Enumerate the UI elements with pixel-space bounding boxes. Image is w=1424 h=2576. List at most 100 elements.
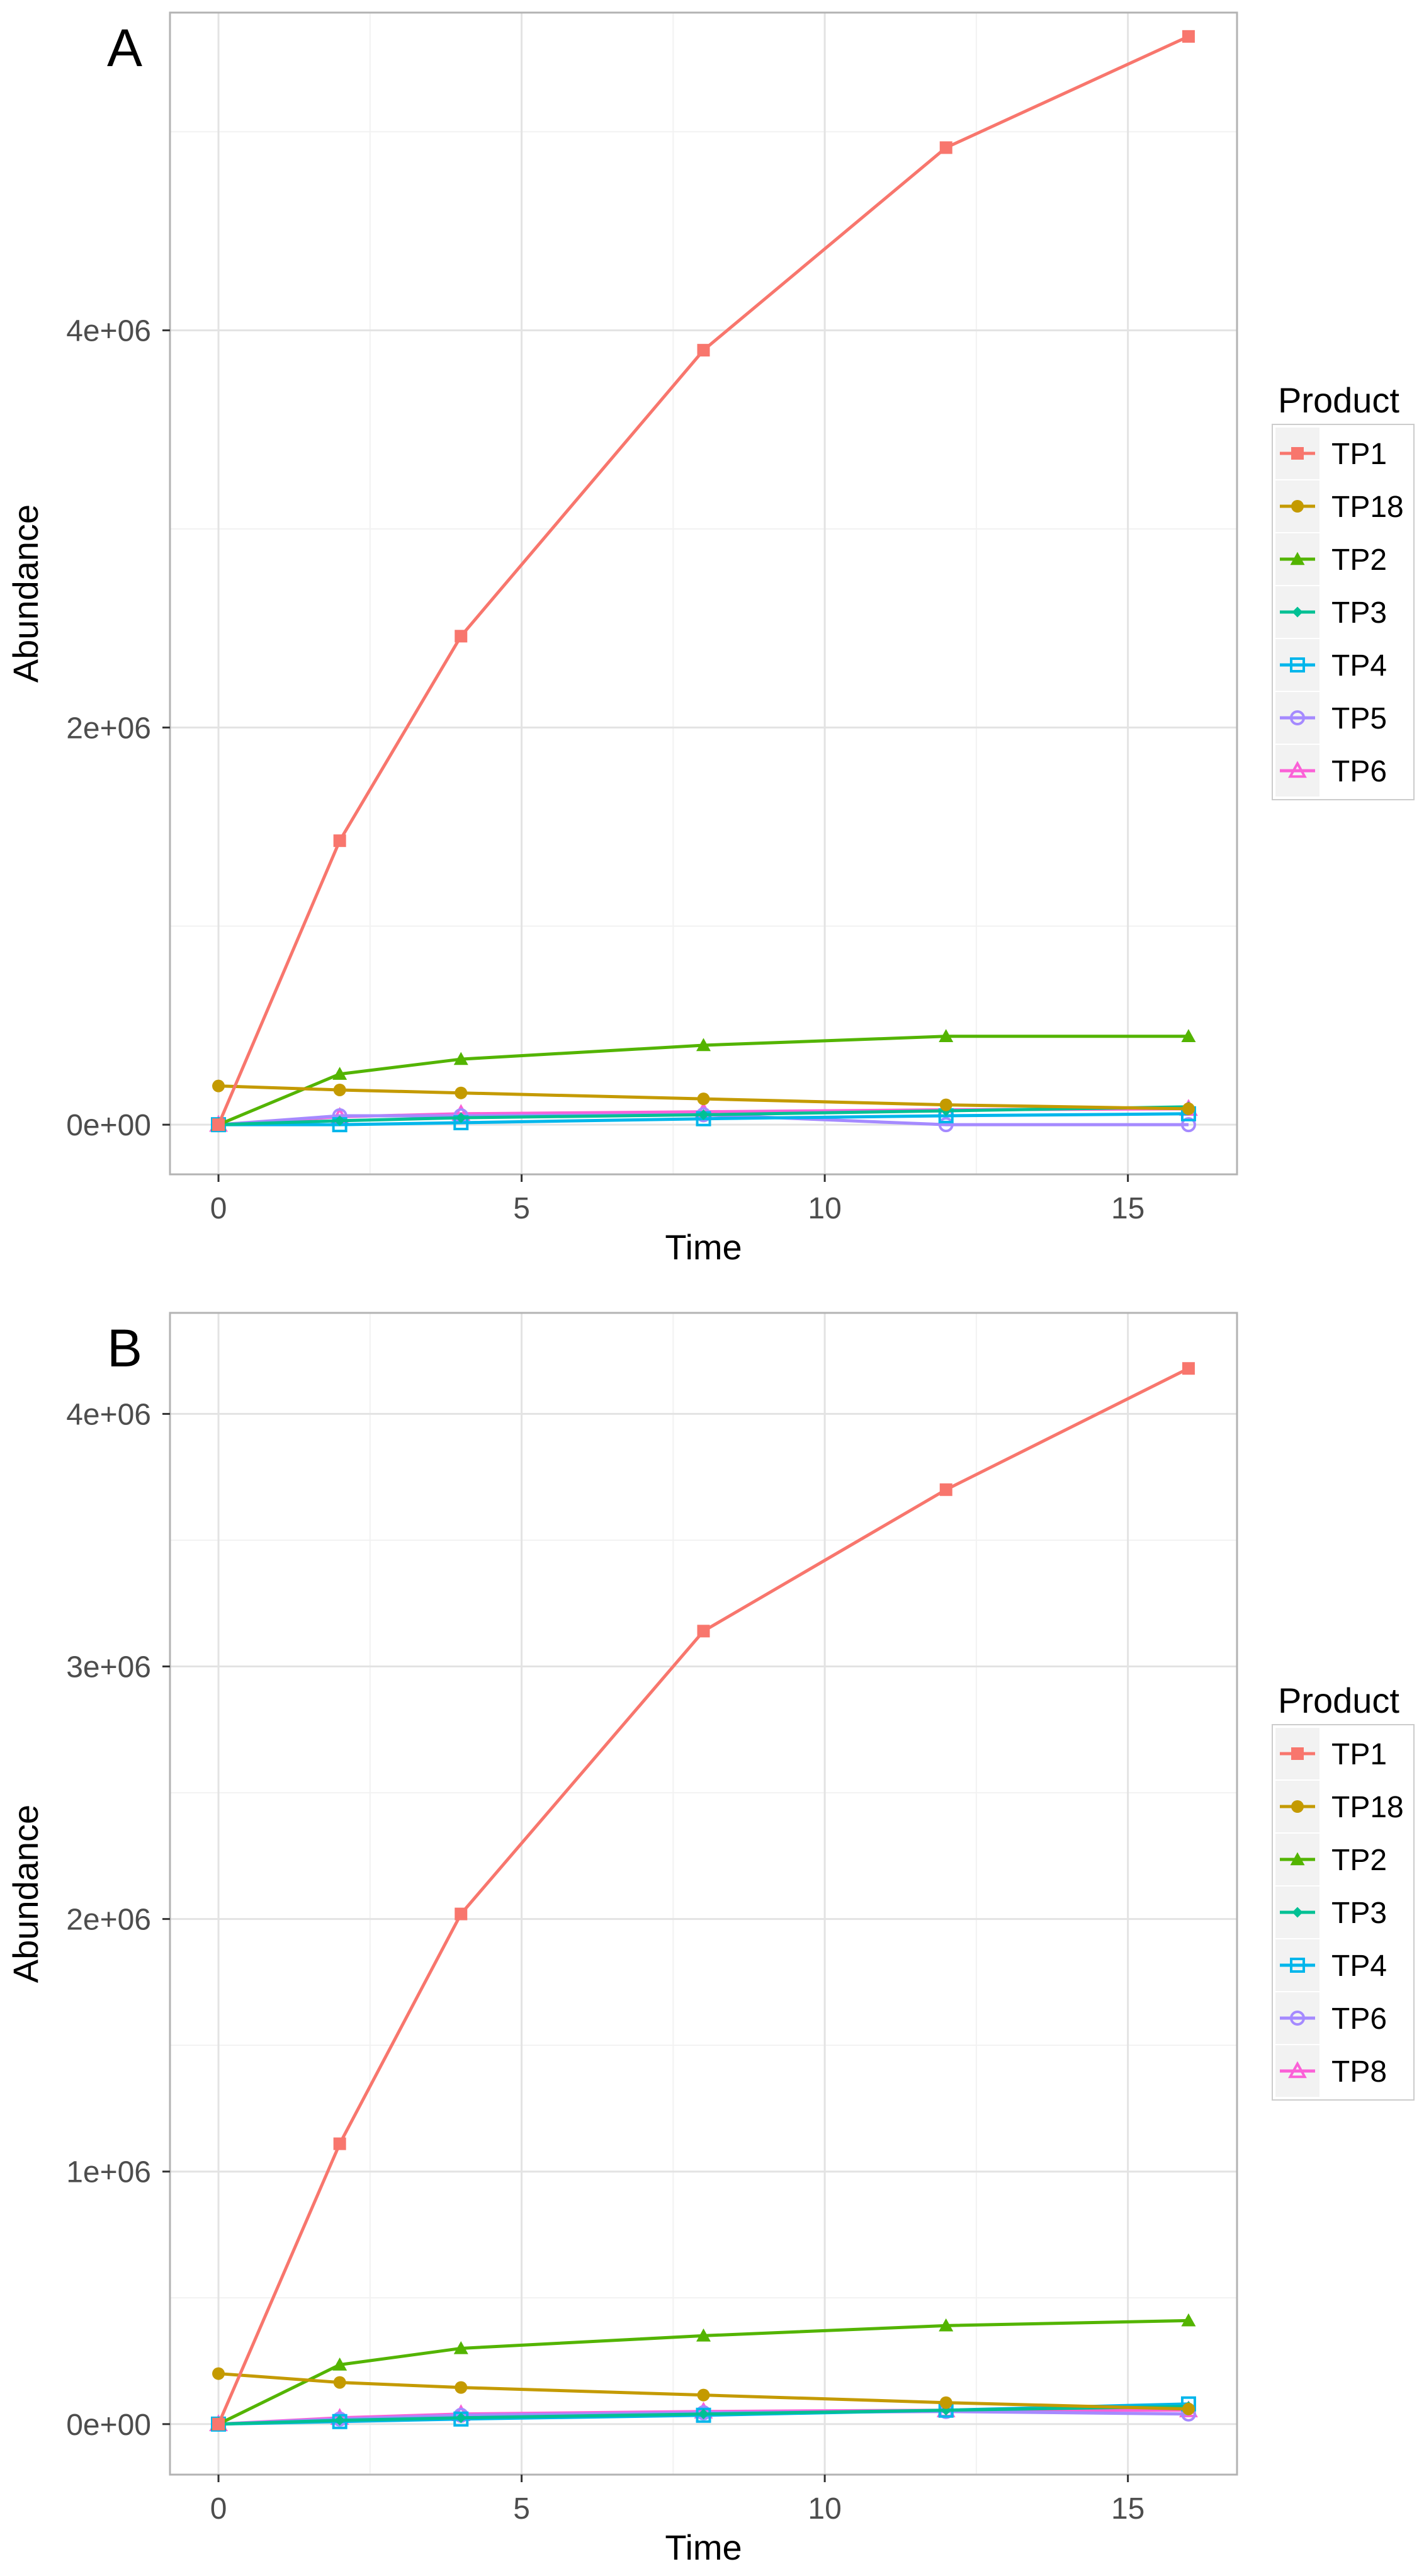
legend-key-marker-tp4	[1290, 657, 1305, 672]
legend: Product TP1 TP18 TP2 TP3 TP4 TP5 TP6	[1272, 380, 1415, 800]
x-tick-label: 10	[808, 1192, 841, 1225]
data-point-tp18	[212, 1079, 225, 1092]
data-point-tp2	[1181, 1029, 1196, 1043]
legend-label-tp8: TP8	[1331, 2055, 1387, 2089]
data-point-tp2	[453, 1052, 468, 1065]
data-point-tp1	[212, 1118, 225, 1132]
data-point-tp3	[698, 2409, 709, 2420]
legend-key-marker-tp2	[1290, 552, 1305, 565]
data-point-tp18	[939, 1098, 952, 1111]
legend-label-tp4: TP4	[1331, 1949, 1387, 1983]
data-point-tp1	[455, 630, 468, 643]
plot-background	[170, 13, 1237, 1174]
legend-key-marker-tp3	[1292, 606, 1303, 618]
data-point-tp2	[453, 2341, 468, 2354]
legend-key-marker-tp5	[1290, 710, 1305, 725]
data-point-tp5	[1180, 1117, 1196, 1133]
y-tick-label: 4e+06	[66, 1398, 151, 1431]
legend-frame	[1272, 424, 1415, 800]
data-point-tp2	[1181, 2313, 1196, 2327]
legend-key-marker-tp2	[1290, 1852, 1305, 1866]
data-point-tp1	[697, 344, 710, 357]
legend-label-tp18: TP18	[1331, 491, 1404, 524]
data-point-tp2	[696, 2328, 711, 2342]
y-tick-label: 0e+00	[66, 2409, 151, 2442]
series-line-tp4	[218, 1112, 1189, 1126]
y-tick-label: 3e+06	[66, 1651, 151, 1684]
x-tick-label: 5	[513, 2492, 530, 2526]
plot-border	[169, 1312, 1238, 2476]
x-tick-label: 10	[808, 2492, 841, 2526]
data-point-tp2	[939, 1029, 954, 1043]
data-point-tp18	[333, 2376, 346, 2389]
legend-label-tp1: TP1	[1331, 438, 1387, 471]
legend-key-marker-tp3	[1292, 1907, 1303, 1918]
data-point-tp1	[333, 2137, 346, 2150]
data-point-tp3	[455, 2412, 466, 2424]
legend-label-tp4: TP4	[1331, 649, 1387, 683]
legend-key-marker-tp6	[1290, 2011, 1305, 2026]
series-line-tp2	[218, 1035, 1189, 1126]
legend-label-tp18: TP18	[1331, 1791, 1404, 1824]
x-axis-title: Time	[665, 1227, 742, 1267]
data-point-tp18	[697, 2388, 710, 2402]
plot-background	[170, 1313, 1237, 2475]
data-point-tp2	[696, 1038, 711, 1052]
data-point-tp1	[333, 834, 346, 848]
series-line-tp2	[217, 2318, 1189, 2426]
plot-border	[169, 11, 1238, 1176]
y-axis-title: Abundance	[6, 1805, 45, 1983]
y-axis-title: Abundance	[6, 504, 45, 683]
series-line-tp18	[218, 2372, 1189, 2411]
x-tick-label: 0	[210, 2492, 227, 2526]
data-point-tp18	[1182, 1102, 1195, 1115]
series-line-tp18	[218, 1084, 1189, 1111]
y-tick-label: 1e+06	[66, 2156, 151, 2189]
data-point-tp3	[334, 1115, 346, 1126]
data-point-tp3	[698, 1109, 709, 1120]
legend-key-marker-tp4	[1290, 1958, 1305, 1973]
legend-label-tp1: TP1	[1331, 1738, 1387, 1771]
data-point-tp3	[334, 2415, 346, 2426]
series-line-tp3	[218, 2405, 1189, 2426]
panel-letter: A	[107, 18, 142, 77]
legend-label-tp6: TP6	[1331, 755, 1387, 788]
data-point-tp2	[332, 1067, 348, 1080]
legend-key-marker-tp18	[1291, 1800, 1304, 1813]
data-point-tp18	[1182, 2402, 1195, 2415]
panel-B: 0 5 10 15 0e+00 1e+06 2e+06 3e+06 4e+06 Time Abund…	[6, 1312, 1415, 2567]
data-point-tp18	[212, 2367, 225, 2380]
y-tick-label: 2e+06	[66, 712, 151, 745]
y-tick-label: 4e+06	[66, 315, 151, 348]
legend-title: Product	[1278, 380, 1399, 420]
legend-label-tp2: TP2	[1331, 1844, 1387, 1877]
x-tick-label: 15	[1111, 1192, 1144, 1225]
data-point-tp1	[212, 2417, 225, 2431]
legend: Product TP1 TP18 TP2 TP3 TP4 TP6 TP8	[1272, 1681, 1415, 2101]
legend-label-tp2: TP2	[1331, 543, 1387, 577]
data-point-tp2	[939, 2318, 954, 2332]
series-line-tp1	[217, 35, 1189, 1126]
data-point-tp18	[455, 2381, 468, 2394]
data-point-tp3	[455, 1112, 466, 1123]
legend-label-tp6: TP6	[1331, 2002, 1387, 2036]
data-point-tp18	[939, 2396, 952, 2409]
data-point-tp1	[697, 1625, 710, 1638]
series-line-tp1	[217, 1367, 1190, 2425]
legend-key-marker-tp1	[1291, 447, 1304, 460]
legend-title: Product	[1278, 1681, 1399, 1720]
y-tick-label: 0e+00	[66, 1109, 151, 1142]
legend-frame	[1272, 1724, 1415, 2101]
data-point-tp1	[455, 1907, 468, 1921]
legend-label-tp3: TP3	[1331, 1897, 1387, 1930]
legend-label-tp3: TP3	[1331, 596, 1387, 630]
legend-key-marker-tp18	[1291, 500, 1304, 513]
x-tick-label: 15	[1111, 2492, 1144, 2526]
panel-letter: B	[107, 1319, 142, 1378]
data-point-tp1	[939, 141, 952, 154]
panel-A: 0 5 10 15 0e+00 2e+06 4e+06 Time Abundance A Produ…	[6, 11, 1415, 1267]
legend-key-marker-tp8	[1288, 2061, 1307, 2079]
x-axis-title: Time	[665, 2528, 742, 2567]
data-point-tp2	[332, 2358, 348, 2371]
